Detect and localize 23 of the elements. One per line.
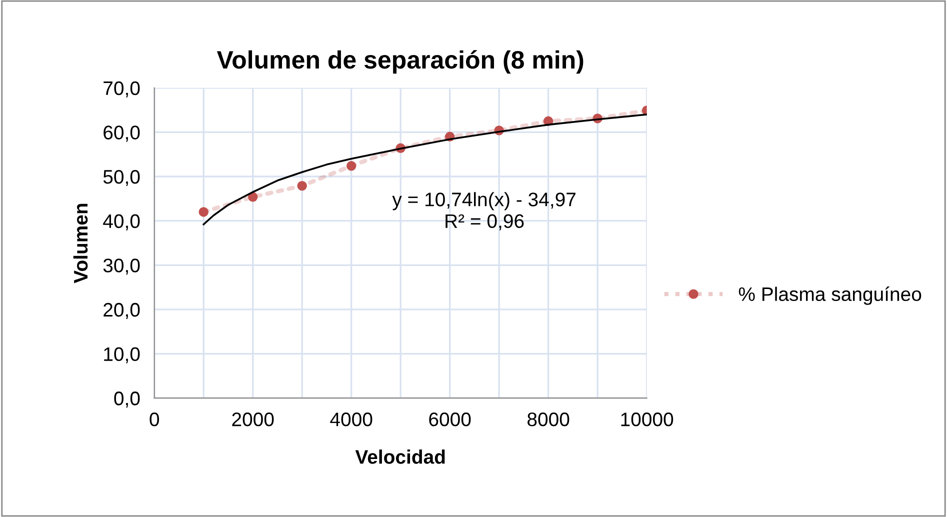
chart-title: Volumen de separación (8 min) xyxy=(216,50,584,74)
y-tick-label: 40,0 xyxy=(103,214,140,230)
point xyxy=(346,161,356,171)
y-tick-label: 0,0 xyxy=(114,392,140,408)
x-tick-label: 8000 xyxy=(528,412,570,426)
y-axis-title: Volumen xyxy=(73,204,88,284)
x-tick-label: 0 xyxy=(150,412,160,426)
y-tick-label: 10,0 xyxy=(104,347,140,364)
annotation: y = 10,74ln(x) - 34,97 R² = 0,96 xyxy=(392,192,576,230)
y-tick-label: 50,0 xyxy=(103,170,140,186)
x-axis-title: Velocidad xyxy=(355,450,445,464)
y-tick-label: 30,0 xyxy=(103,258,140,275)
point xyxy=(248,192,258,202)
y-tick-label: 20,0 xyxy=(104,302,140,319)
x-tick-label: 6000 xyxy=(429,412,471,426)
legend-label: % Plasma sanguíneo xyxy=(738,286,922,305)
x-tick-label: 2000 xyxy=(232,412,274,426)
x-tick-label: 10000 xyxy=(621,412,674,426)
point xyxy=(297,180,307,191)
y-tick-label: 60,0 xyxy=(104,126,140,142)
y-tick-label: 70,0 xyxy=(104,81,140,98)
x-tick-label: 4000 xyxy=(330,412,372,426)
point xyxy=(198,207,208,217)
